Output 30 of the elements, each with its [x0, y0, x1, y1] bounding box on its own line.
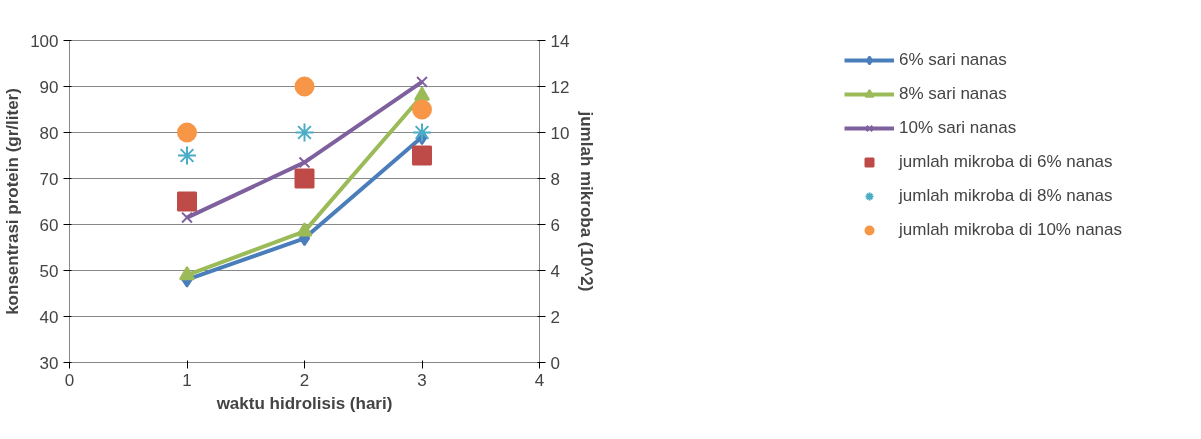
y2-tick-label: 6 [550, 215, 560, 235]
y-tick-label: 90 [39, 77, 59, 97]
y2-tick-label: 14 [550, 31, 570, 51]
legend-label: 8% sari nanas [898, 84, 1007, 104]
x-tick-label: 0 [64, 370, 75, 390]
y2-tick-label: 10 [550, 123, 570, 143]
x-axis-title: waktu hidrolisis (hari) [215, 393, 393, 413]
legend-label: jumlah mikroba di 10% nanas [898, 220, 1122, 240]
y2-tick-label: 8 [550, 169, 560, 189]
y2-tick-label: 4 [550, 261, 560, 281]
x-tick-label: 2 [299, 370, 310, 390]
legend-label: jumlah mikroba di 6% nanas [898, 152, 1113, 172]
y-tick-label: 40 [39, 307, 59, 327]
y2-tick-label: 0 [550, 353, 560, 373]
y-tick-label: 100 [30, 31, 59, 51]
legend-label: jumlah mikroba di 8% nanas [898, 186, 1113, 206]
x-tick-label: 4 [534, 370, 545, 390]
x-tick-label: 1 [182, 370, 192, 390]
y2-tick-label: 12 [550, 77, 570, 97]
y2-axis-title: jumlah mikroba (10^2) [577, 110, 597, 292]
legend-label: 10% sari nanas [898, 118, 1017, 138]
legend-label: 6% sari nanas [898, 50, 1007, 70]
y-axis-title: konsentrasi protein (gr/liter) [3, 88, 23, 315]
y-tick-label: 30 [39, 353, 59, 373]
y-tick-label: 50 [39, 261, 59, 281]
y2-tick-label: 2 [550, 307, 560, 327]
y-tick-label: 80 [39, 123, 59, 143]
y-tick-label: 60 [39, 215, 59, 235]
x-tick-label: 3 [417, 370, 427, 390]
y-tick-label: 70 [39, 169, 59, 189]
